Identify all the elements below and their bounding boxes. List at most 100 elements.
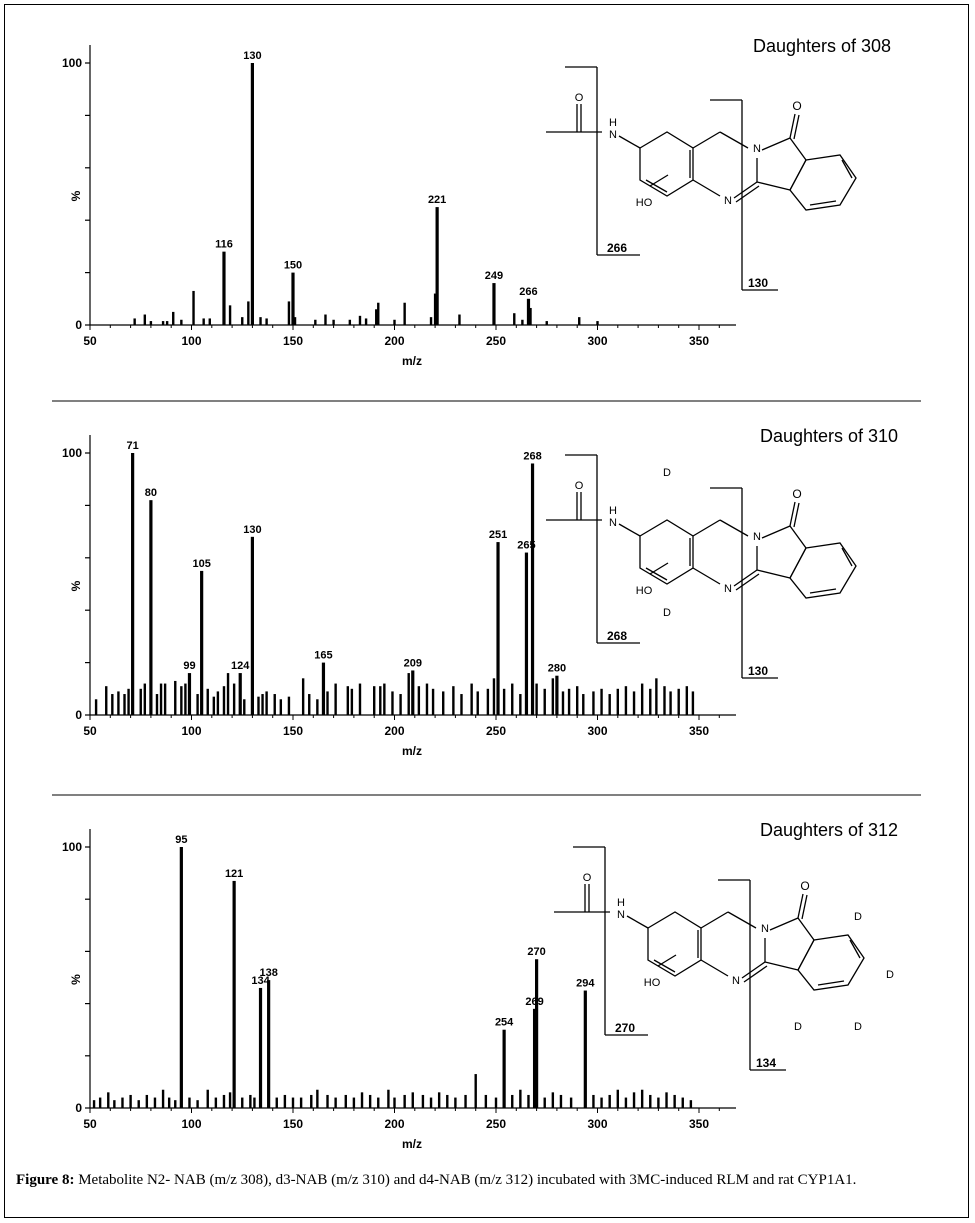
minor-peak	[582, 694, 585, 715]
minor-peak	[387, 1089, 390, 1108]
minor-peak	[433, 293, 437, 325]
peak-label-254: 254	[495, 1017, 514, 1029]
minor-peak	[673, 1094, 676, 1108]
minor-peak	[123, 694, 126, 715]
atom-deuterium: D	[663, 467, 671, 479]
bond	[649, 174, 669, 187]
peak-266	[526, 298, 531, 325]
minor-peak	[600, 1097, 603, 1108]
minor-peak	[393, 319, 396, 325]
minor-peak	[137, 1100, 140, 1108]
minor-peak	[535, 683, 538, 715]
peak-label-80: 80	[145, 487, 157, 499]
peak-label-268: 268	[523, 450, 541, 462]
bond	[657, 954, 677, 967]
bond	[618, 135, 641, 149]
minor-peak	[301, 678, 305, 715]
bond	[849, 939, 861, 959]
atom-deuterium: D	[663, 607, 671, 619]
peak-label-138: 138	[259, 967, 277, 979]
minor-peak	[196, 694, 199, 715]
peak-label-95: 95	[175, 834, 187, 846]
minor-peak	[350, 688, 354, 715]
minor-peak	[273, 694, 276, 715]
minor-peak	[452, 686, 455, 715]
peak-label-121: 121	[225, 868, 243, 880]
minor-peak	[192, 290, 195, 325]
bond	[700, 911, 729, 929]
minor-peak	[208, 318, 211, 325]
figure-frame	[4, 4, 969, 1218]
minor-peak	[293, 317, 297, 325]
figure-caption: Figure 8: Metabolite N2- NAB (m/z 308), …	[16, 1172, 961, 1189]
x-tick-label: 150	[283, 1117, 303, 1131]
chart-title: Daughters of 308	[753, 36, 891, 56]
peak-label-270: 270	[527, 946, 545, 958]
minor-peak	[117, 691, 120, 715]
minor-peak	[368, 1094, 372, 1108]
peak-265	[524, 552, 529, 715]
peak-130	[250, 536, 254, 715]
minor-peak	[429, 317, 433, 325]
minor-peak	[287, 301, 291, 325]
bond	[735, 573, 760, 591]
fragment-mass-2: 134	[756, 1056, 776, 1070]
bond	[817, 980, 845, 986]
fragment-mass-1: 266	[607, 241, 627, 255]
bond	[618, 523, 641, 537]
minor-peak	[174, 1100, 177, 1108]
minor-peak	[261, 694, 264, 715]
x-tick-label: 200	[384, 724, 404, 738]
minor-peak	[206, 688, 209, 715]
minor-peak	[545, 321, 548, 325]
minor-peak	[145, 1094, 149, 1108]
minor-peak	[632, 1092, 636, 1108]
x-tick-label: 100	[181, 724, 201, 738]
bond	[797, 917, 815, 941]
bond	[793, 502, 800, 528]
minor-peak	[249, 1094, 252, 1108]
peak-label-209: 209	[404, 657, 422, 669]
minor-peak	[561, 691, 565, 715]
minor-peak	[275, 1097, 278, 1108]
minor-peak	[576, 686, 579, 715]
x-tick-label: 350	[689, 1117, 709, 1131]
bond	[645, 567, 668, 581]
peak-209	[411, 670, 415, 715]
minor-peak	[543, 1097, 546, 1108]
atom-o: O	[583, 872, 592, 884]
minor-peak	[685, 686, 689, 715]
peak-150	[291, 272, 295, 325]
x-tick-label: 250	[486, 724, 506, 738]
chart-panel-2: 0 100% 50 100 150 200 250 300 350 m/z 71 80 99 105 124…	[52, 426, 921, 796]
minor-peak	[326, 1094, 329, 1108]
atom-o-right: O	[792, 99, 801, 113]
peak-269	[532, 1008, 537, 1108]
bond	[801, 894, 808, 920]
bond	[793, 114, 800, 140]
x-tick-label: 200	[384, 1117, 404, 1131]
minor-peak	[403, 302, 406, 325]
minor-peak	[567, 688, 571, 715]
peak-251	[496, 542, 500, 715]
x-tick-label: 200	[384, 334, 404, 348]
atom-h: H	[617, 897, 625, 909]
minor-peak	[669, 691, 672, 715]
peak-99	[187, 673, 192, 715]
minor-peak	[105, 686, 108, 715]
atom-n-mid: N	[753, 143, 761, 155]
minor-peak	[196, 1100, 199, 1108]
y-axis-label: %	[69, 580, 83, 591]
atom-ho: HO	[636, 585, 653, 597]
peak-124	[238, 673, 242, 715]
ring-a	[647, 911, 702, 977]
minor-peak	[502, 688, 506, 715]
minor-peak	[403, 1094, 406, 1108]
chart-panel-1: 0 100% 50 100 150 200 250 300 350 m/z 116 130 150 221…	[52, 36, 921, 402]
minor-peak	[543, 688, 546, 715]
atom-o: O	[575, 480, 584, 492]
minor-peak	[358, 683, 362, 715]
bond	[789, 137, 807, 161]
peak-label-165: 165	[314, 650, 332, 662]
